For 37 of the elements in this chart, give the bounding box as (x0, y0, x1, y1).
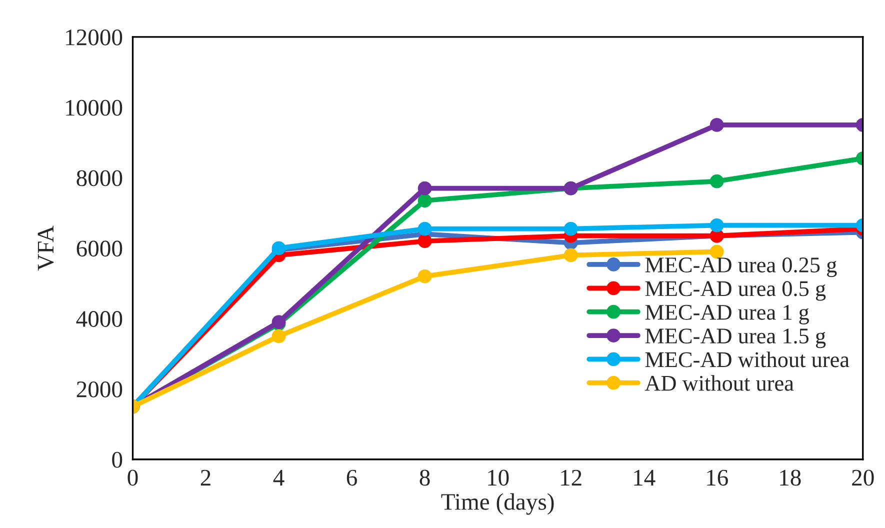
point (418, 234, 432, 248)
x-tick-label: 2 (200, 470, 210, 486)
legend-label: MEC-AD without urea (645, 352, 850, 368)
x-tick-label: 8 (420, 470, 430, 486)
x-tick-label: 4 (273, 470, 284, 486)
point (710, 118, 724, 132)
point (272, 329, 286, 344)
x-axis-title: Time (days) (441, 493, 554, 515)
x-tick-label: 0 (128, 470, 138, 486)
y-tick-label: 2000 (76, 381, 122, 398)
y-tick-label: 8000 (76, 170, 122, 186)
point (564, 248, 578, 262)
y-tick-label: 10000 (66, 100, 122, 116)
x-tick-label: 6 (346, 470, 357, 486)
x-tick-label: 10 (488, 470, 509, 486)
y-tick-label: 0 (112, 452, 122, 468)
x-tick-label: 14 (634, 470, 656, 486)
point (418, 222, 432, 236)
legend-label: MEC-AD urea 0.25 g (645, 257, 837, 278)
point (418, 194, 432, 208)
legend-label: AD without urea (644, 375, 794, 391)
legend-label: MEC-AD urea 1 g (645, 304, 809, 324)
x-tick-label: 16 (707, 470, 728, 486)
point (418, 181, 432, 196)
y-tick-label: 6000 (76, 240, 122, 257)
x-tick-label: 20 (852, 470, 874, 486)
y-tick-label: 4000 (76, 311, 122, 327)
y-tick-label: 12000 (66, 29, 122, 46)
x-tick-label: 18 (780, 470, 801, 486)
point (418, 269, 432, 284)
legend-label: MEC-AD urea 0.5 g (645, 281, 826, 301)
point (710, 218, 724, 232)
x-tick-label: 12 (561, 470, 582, 486)
point (710, 174, 724, 188)
y-axis-title: VFA (38, 226, 54, 271)
legend-label: MEC-AD urea 1.5 g (645, 328, 826, 348)
point (564, 222, 578, 236)
